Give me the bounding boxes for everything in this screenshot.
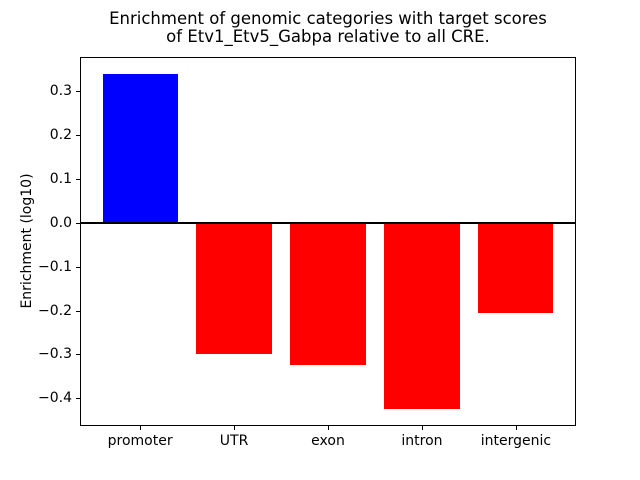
x-tick-mark xyxy=(515,426,517,430)
y-tick-mark xyxy=(76,135,80,136)
x-tick-mark xyxy=(421,426,423,430)
y-tick-label: 0.3 xyxy=(49,83,72,100)
y-tick-mark xyxy=(76,91,80,92)
y-tick-mark xyxy=(76,179,80,180)
y-tick-label: −0.3 xyxy=(38,346,72,363)
bar-promoter xyxy=(102,73,178,223)
zero-line xyxy=(80,221,576,224)
x-tick-label: intergenic xyxy=(480,433,552,449)
x-tick-mark xyxy=(328,426,329,430)
y-tick-label: −0.2 xyxy=(38,302,72,319)
y-tick-label: 0.2 xyxy=(49,127,72,144)
bar-intergenic xyxy=(478,222,554,313)
y-tick-label: −0.1 xyxy=(38,258,72,275)
y-tick-mark xyxy=(76,267,80,268)
bar-exon xyxy=(290,222,366,366)
y-tick-mark xyxy=(76,223,80,224)
x-tick-mark xyxy=(234,426,236,430)
x-tick-label: promoter xyxy=(107,433,173,449)
chart-title-line2: of Etv1_Etv5_Gabpa relative to all CRE. xyxy=(166,27,490,46)
y-tick-label: 0.1 xyxy=(49,170,72,187)
x-tick-label: UTR xyxy=(219,433,249,449)
x-tick-label: exon xyxy=(311,433,345,449)
bar-intron xyxy=(384,222,460,410)
y-tick-label: 0.0 xyxy=(49,214,72,231)
bar-UTR xyxy=(196,222,272,355)
chart-title: Enrichment of genomic categories with ta… xyxy=(80,10,576,46)
y-tick-mark xyxy=(76,354,80,355)
x-tick-label: intron xyxy=(401,433,443,449)
y-tick-label: −0.4 xyxy=(38,390,72,407)
x-tick-mark xyxy=(140,426,142,430)
y-tick-mark xyxy=(76,311,80,312)
y-tick-mark xyxy=(76,398,80,399)
chart-title-line1: Enrichment of genomic categories with ta… xyxy=(109,9,547,28)
y-axis-label: Enrichment (log10) xyxy=(19,173,35,309)
